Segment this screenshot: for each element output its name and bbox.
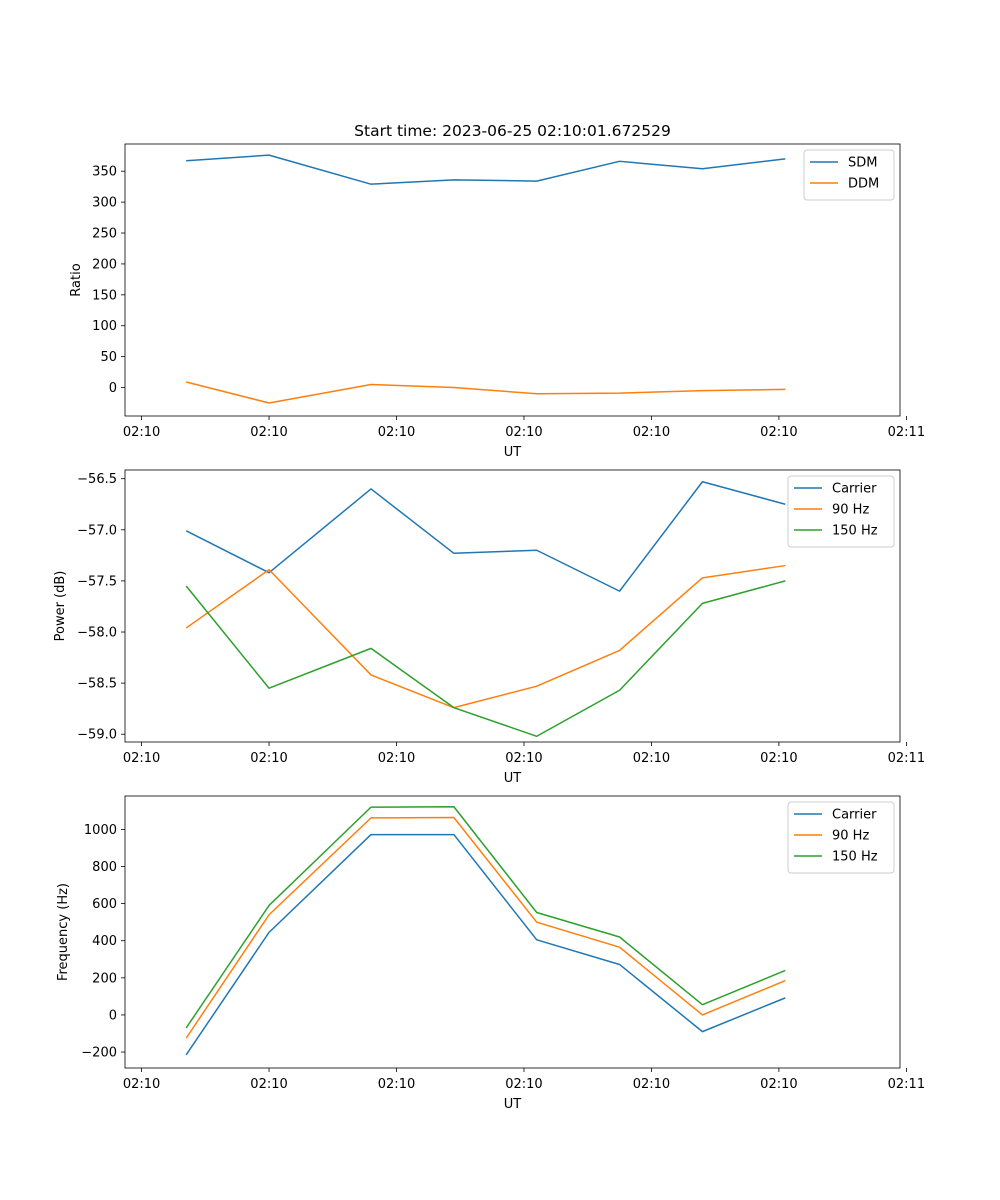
x-tick-label: 02:10 <box>505 425 542 440</box>
y-tick-label: 200 <box>92 971 117 986</box>
legend-label-sdm: SDM <box>848 156 877 171</box>
y-tick-label: 100 <box>92 319 117 334</box>
y-tick-label: 300 <box>92 196 117 211</box>
panel-ratio: 02:10 02:10 02:10 02:10 02:10 02:10 02:11 UT 0 50… <box>69 143 925 460</box>
y-tick-label: 250 <box>92 227 117 242</box>
y-axis-label: Power (dB) <box>53 571 68 642</box>
x-axis-label: UT <box>504 1097 522 1112</box>
legend-label-90-hz: 90 Hz <box>832 503 869 518</box>
x-tick-label: 02:10 <box>378 425 415 440</box>
x-tick-label: 02:10 <box>505 751 542 766</box>
legend-label-ddm: DDM <box>848 177 879 192</box>
y-tick-label: −58.5 <box>77 677 117 692</box>
y-tick-label: 400 <box>92 934 117 949</box>
series-line-carrier <box>185 833 786 1056</box>
panel-power: 02:10 02:10 02:10 02:10 02:10 02:10 02:11 UT −59… <box>53 469 925 786</box>
x-tick-label: 02:10 <box>123 1077 160 1092</box>
y-tick-label: −57.0 <box>77 523 117 538</box>
x-tick-label: 02:10 <box>633 425 670 440</box>
series-line-ddm <box>185 381 786 404</box>
y-axis-label: Ratio <box>69 263 84 296</box>
x-axis-label: UT <box>504 445 522 460</box>
series-line-sdm <box>186 154 786 185</box>
y-tick-label: 50 <box>100 350 117 365</box>
x-tick-label: 02:10 <box>123 425 160 440</box>
legend-label-carrier: Carrier <box>832 808 877 823</box>
x-tick-label: 02:10 <box>250 425 287 440</box>
axes-frame <box>124 143 901 417</box>
y-tick-label: 350 <box>92 165 117 180</box>
y-tick-label: 600 <box>92 897 117 912</box>
axes-frame <box>124 469 901 743</box>
y-tick-label: −56.5 <box>77 472 117 487</box>
axes-frame <box>124 795 901 1069</box>
x-tick-label: 02:10 <box>123 751 160 766</box>
y-tick-label: 150 <box>92 288 117 303</box>
x-tick-label: 02:10 <box>250 1077 287 1092</box>
legend-label-carrier: Carrier <box>832 482 877 497</box>
x-tick-label: 02:10 <box>250 751 287 766</box>
x-tick-label: 02:10 <box>760 751 797 766</box>
x-tick-label: 02:10 <box>633 751 670 766</box>
figure-title: Start time: 2023-06-25 02:10:01.672529 <box>354 122 671 140</box>
series-line-150-hz <box>185 806 786 1029</box>
x-tick-label: 02:11 <box>888 751 925 766</box>
series-line-150-hz <box>185 580 786 738</box>
x-tick-label: 02:10 <box>633 1077 670 1092</box>
x-tick-label: 02:10 <box>378 1077 415 1092</box>
y-tick-label: 1000 <box>84 823 117 838</box>
panel-frequency: 02:10 02:10 02:10 02:10 02:10 02:10 02:11 UT −20… <box>56 795 925 1112</box>
x-tick-label: 02:10 <box>378 751 415 766</box>
y-tick-label: 200 <box>92 257 117 272</box>
y-axis-label: Frequency (Hz) <box>56 883 71 981</box>
y-tick-label: −59.0 <box>77 728 117 743</box>
x-tick-label: 02:10 <box>505 1077 542 1092</box>
y-tick-label: 800 <box>92 860 117 875</box>
y-tick-label: 0 <box>109 1008 117 1023</box>
legend-label-150-hz: 150 Hz <box>832 524 878 539</box>
y-tick-label: −58.0 <box>77 626 117 641</box>
x-tick-label: 02:10 <box>760 1077 797 1092</box>
series-line-90-hz <box>185 816 786 1039</box>
x-tick-label: 02:11 <box>888 425 925 440</box>
y-tick-label: −200 <box>81 1046 117 1061</box>
legend-label-150-hz: 150 Hz <box>832 850 878 865</box>
x-tick-label: 02:11 <box>888 1077 925 1092</box>
legend-label-90-hz: 90 Hz <box>832 829 869 844</box>
x-tick-label: 02:10 <box>760 425 797 440</box>
x-axis-label: UT <box>504 771 522 786</box>
y-tick-label: −57.5 <box>77 574 117 589</box>
y-tick-label: 0 <box>109 381 117 396</box>
series-line-carrier <box>185 481 786 592</box>
series-line-90-hz <box>185 564 786 709</box>
